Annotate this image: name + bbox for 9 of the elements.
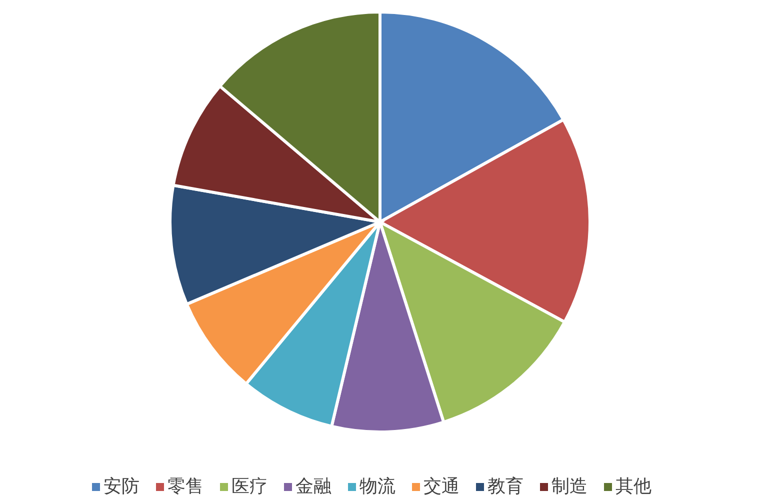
legend-label: 物流 bbox=[360, 476, 396, 497]
legend-label: 安防 bbox=[104, 476, 140, 497]
legend-label: 其他 bbox=[616, 476, 652, 497]
legend-label: 金融 bbox=[296, 476, 332, 497]
legend-label: 零售 bbox=[168, 476, 204, 497]
legend-label: 医疗 bbox=[232, 476, 268, 497]
legend-label: 制造 bbox=[552, 476, 588, 497]
legend-label: 交通 bbox=[424, 476, 460, 497]
legend-label: 教育 bbox=[488, 476, 524, 497]
